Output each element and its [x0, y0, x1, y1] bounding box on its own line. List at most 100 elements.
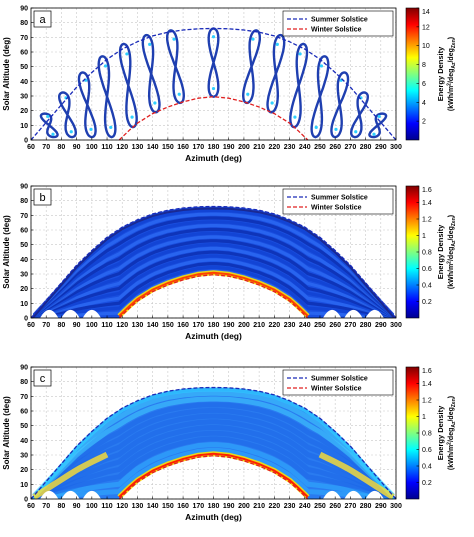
scallop-gap	[40, 309, 59, 318]
legend-entry: Summer Solstice	[311, 195, 368, 202]
colorbar-tick-label: 1.6	[422, 368, 432, 375]
x-tick-label: 180	[208, 144, 220, 151]
chart-panel-c: 60 70 80 90 100 110 120 130 140 150 160 170 180 190 20…	[2, 365, 457, 523]
analemma-loop	[368, 112, 388, 139]
x-tick-label: 290	[375, 322, 387, 329]
x-tick-label: 290	[375, 144, 387, 151]
x-tick-label: 110	[101, 503, 112, 510]
density-band	[32, 220, 395, 317]
colorbar-tick-label: 1.4	[422, 381, 432, 388]
x-tick-label: 300	[390, 503, 402, 510]
y-tick-label: 10	[20, 482, 28, 489]
analemma-path	[241, 29, 261, 105]
analemma-path	[266, 33, 286, 114]
analemma-path	[141, 33, 161, 114]
density-band	[33, 430, 394, 499]
x-tick-label: 280	[360, 503, 372, 510]
colorbar-units: (kWh/m2/degAz/degZen)	[447, 215, 458, 289]
density-band	[33, 227, 394, 317]
x-tick-label: 180	[208, 503, 220, 510]
x-tick-label: 120	[116, 322, 128, 329]
hot-spot	[46, 114, 50, 119]
x-tick-label: 160	[177, 322, 189, 329]
x-tick-label: 100	[86, 322, 98, 329]
colorbar: 2 4 6 8 10 12 14 Energy Density (kWh/m2/degAz/de…	[405, 7, 457, 141]
y-tick-label: 10	[20, 123, 28, 130]
panel-label: b	[39, 192, 45, 204]
analemma-path	[57, 91, 78, 139]
density-band	[33, 231, 394, 318]
winter-solstice-curve	[118, 274, 309, 319]
x-tick-label: 90	[73, 144, 81, 151]
analemma-path	[118, 42, 138, 129]
colorbar-title: Energy Density	[436, 224, 445, 279]
density-band	[32, 208, 395, 316]
x-tick-label: 100	[86, 144, 98, 151]
x-tick-label: 280	[360, 322, 372, 329]
analemma-loop	[97, 55, 117, 139]
x-tick-label: 60	[27, 144, 35, 151]
x-tick-label: 210	[253, 144, 265, 151]
x-tick-label: 170	[192, 322, 204, 329]
x-tick-label: 120	[116, 144, 128, 151]
colorbar-tick-label: 10	[422, 43, 430, 50]
x-tick-label: 250	[314, 503, 326, 510]
x-tick-label: 170	[192, 503, 204, 510]
grid	[30, 7, 397, 141]
x-tick-label: 140	[147, 322, 159, 329]
density-band	[32, 419, 395, 499]
y-axis-label: Solar Altitude (deg)	[2, 37, 11, 111]
panel-label: c	[40, 373, 46, 385]
x-tick-label: 150	[162, 144, 174, 151]
x-tick-label: 120	[116, 503, 128, 510]
x-tick-label: 260	[329, 322, 341, 329]
colorbar-units: (kWh/m2/degAz/degZen)	[447, 396, 458, 470]
x-tick-label: 220	[268, 503, 280, 510]
hot-spot	[109, 125, 113, 129]
colorbar-tick-label: 2	[422, 119, 426, 126]
colorbar-tick-label: 12	[422, 24, 430, 31]
x-tick-label: 230	[284, 144, 296, 151]
legend: Summer Solstice Winter Solstice	[282, 188, 394, 215]
x-tick-label: 220	[268, 144, 280, 151]
density-band	[33, 436, 394, 499]
legend-entry: Summer Solstice	[311, 17, 368, 24]
energy-density-field	[31, 387, 396, 499]
colorbar-tick-label: 1	[422, 233, 426, 240]
density-band	[32, 212, 395, 317]
y-tick-label: 60	[20, 409, 28, 416]
legend-box	[282, 369, 394, 396]
colorbar-tick-label: 1.2	[422, 217, 432, 224]
colorbar-gradient	[405, 7, 420, 141]
analemma-path	[77, 71, 97, 139]
x-tick-label: 200	[238, 144, 250, 151]
x-tick-label: 140	[147, 144, 159, 151]
x-tick-label: 130	[132, 322, 144, 329]
hot-spot	[130, 115, 134, 119]
colorbar-title: Energy Density	[436, 46, 445, 101]
x-tick-label: 80	[58, 322, 66, 329]
y-tick-label: 50	[20, 423, 28, 430]
x-tick-label: 170	[192, 144, 204, 151]
y-tick-label: 80	[20, 198, 28, 205]
y-tick-label: 90	[20, 6, 28, 13]
colorbar-tick-label: 1	[422, 414, 426, 421]
legend-box	[282, 10, 394, 37]
colorbar-tick-label: 0.8	[422, 431, 432, 438]
x-tick-label: 80	[58, 503, 66, 510]
summer-edge	[31, 207, 396, 318]
y-tick-label: 20	[20, 467, 28, 474]
scallop-gap	[61, 490, 80, 499]
colorbar-tick-label: 0.4	[422, 283, 432, 290]
y-tick-label: 50	[20, 64, 28, 71]
analemma-loop	[118, 42, 138, 129]
x-tick-label: 300	[390, 144, 402, 151]
hot-spot	[377, 114, 381, 119]
hot-spot	[314, 125, 318, 129]
x-tick-label: 190	[223, 322, 235, 329]
x-tick-label: 110	[101, 144, 112, 151]
hot-spot	[89, 127, 93, 131]
y-tick-label: 0	[24, 497, 28, 504]
x-tick-label: 210	[253, 503, 265, 510]
